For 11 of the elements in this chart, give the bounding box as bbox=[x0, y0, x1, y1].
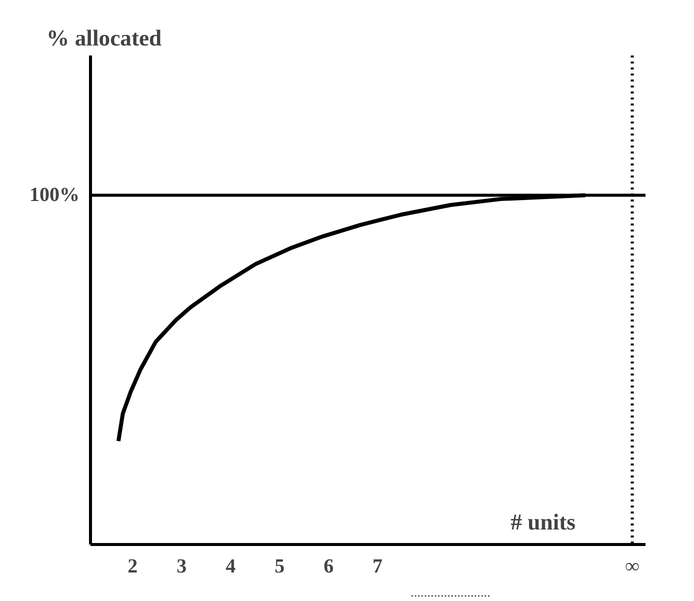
text: % allocated bbox=[46, 26, 162, 50]
x-tick-label: 5 bbox=[274, 556, 285, 578]
x-tick-label: 4 bbox=[226, 556, 236, 578]
x-tick-label: 6 bbox=[324, 556, 334, 578]
ref-line-label: 100% bbox=[30, 184, 80, 206]
x-axis-title: # units bbox=[510, 510, 576, 534]
x-tick-label: 3 bbox=[176, 556, 187, 578]
x-tick-label: 2 bbox=[128, 556, 138, 578]
text: ........................ bbox=[410, 584, 490, 600]
x-tick-label: 7 bbox=[372, 556, 383, 578]
x-tick-label: ∞ bbox=[625, 556, 640, 578]
